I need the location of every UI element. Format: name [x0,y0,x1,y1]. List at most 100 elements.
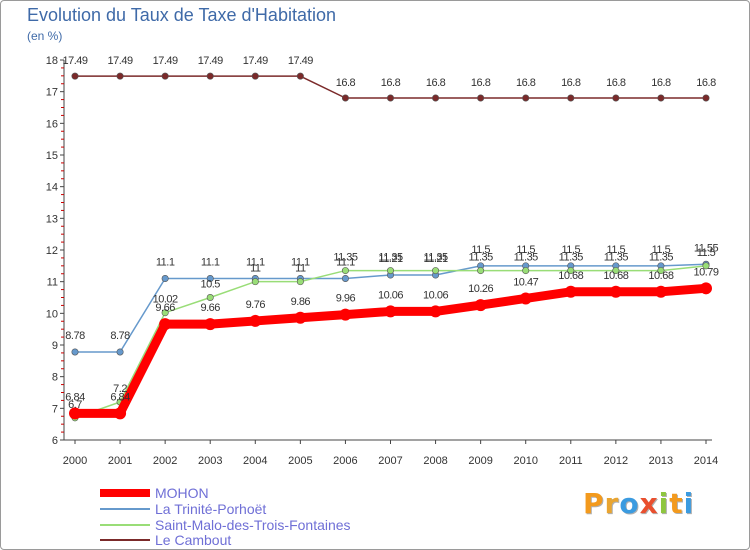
data-label-la-trinite-porhoet: 11.1 [156,257,175,269]
data-label-saint-malo-des-trois-fontaines: 11 [295,263,306,275]
legend-label: Le Cambout [155,532,232,548]
data-point-la-trinite-porhoet [161,274,169,282]
data-label-la-trinite-porhoet: 11.1 [291,257,310,269]
data-point-le-cambout [567,94,575,102]
data-label-le-cambout: 17.49 [153,55,178,67]
data-point-le-cambout [702,94,710,102]
data-point-la-trinite-porhoet [116,348,124,356]
data-label-le-cambout: 16.8 [696,77,716,89]
data-label-saint-malo-des-trois-fontaines: 11.35 [649,252,674,264]
data-label-saint-malo-des-trois-fontaines: 10.02 [153,294,178,306]
y-tick-label: 14 [46,182,58,194]
data-point-le-cambout [657,94,665,102]
data-label-le-cambout: 17.49 [243,55,268,67]
data-label-mohon: 9.66 [201,302,221,314]
data-label-mohon: 10.79 [693,266,718,278]
data-point-le-cambout [432,94,440,102]
data-label-mohon: 10.47 [513,276,538,288]
y-tick-label: 7 [52,403,58,415]
legend-item-le-cambout: Le Cambout [100,532,231,548]
data-point-mohon [384,305,397,318]
x-tick-label: 2008 [423,455,447,467]
data-point-le-cambout [116,72,124,80]
data-label-la-trinite-porhoet: 11.21 [423,253,448,265]
y-tick-label: 16 [46,118,58,130]
data-label-saint-malo-des-trois-fontaines: 6.7 [68,399,82,411]
data-label-le-cambout: 16.8 [426,77,446,89]
data-label-la-trinite-porhoet: 11.5 [607,244,626,256]
x-tick-label: 2003 [198,455,222,467]
data-point-saint-malo-des-trois-fontaines [657,267,665,275]
x-tick-label: 2012 [604,455,628,467]
data-point-la-trinite-porhoet [71,348,79,356]
legend-label: La Trinité-Porhoët [155,501,267,517]
data-label-mohon: 6.84 [65,391,85,403]
data-label-mohon: 10.68 [603,270,628,282]
data-labels: 17.49 17.49 17.49 17.49 17.49 17.49 16.8 16.8 16… [62,55,719,411]
x-tick-label: 2005 [288,455,312,467]
data-point-saint-malo-des-trois-fontaines [386,267,394,275]
data-point-saint-malo-des-trois-fontaines [702,262,710,270]
data-label-la-trinite-porhoet: 11.5 [516,244,535,256]
y-tick-label: 18 [46,55,58,67]
proxiti-logo: Proxiti [583,487,695,520]
x-tick-label: 2013 [649,455,673,467]
data-label-la-trinite-porhoet: 11.1 [246,257,265,269]
data-point-saint-malo-des-trois-fontaines [477,267,485,275]
data-point-le-cambout [296,72,304,80]
data-label-la-trinite-porhoet: 11.5 [561,244,580,256]
x-tick-label: 2010 [513,455,537,467]
data-label-la-trinite-porhoet: 8.78 [110,330,130,342]
y-tick-label: 9 [52,340,58,352]
legend-swatch [100,539,150,541]
data-label-le-cambout: 16.8 [606,77,626,89]
data-label-mohon: 9.96 [336,293,356,305]
legend-label: MOHON [155,485,209,501]
data-label-saint-malo-des-trois-fontaines: 11.35 [514,252,539,264]
legend-swatch [100,489,150,497]
y-tick-label: 15 [46,150,58,162]
legend-item-saint-malo-des-trois-fontaines: Saint-Malo-des-Trois-Fontaines [100,517,351,533]
data-label-le-cambout: 17.49 [198,55,223,67]
x-tick-label: 2009 [468,455,492,467]
data-label-mohon: 10.26 [468,283,493,295]
data-label-mohon: 10.68 [558,270,583,282]
x-tick-label: 2000 [63,455,87,467]
data-label-saint-malo-des-trois-fontaines: 11.35 [604,252,629,264]
data-label-la-trinite-porhoet: 11.55 [694,242,719,254]
data-point-mohon [204,318,217,331]
y-tick-label: 13 [46,213,58,225]
data-label-le-cambout: 16.8 [471,77,491,89]
data-label-la-trinite-porhoet: 8.78 [65,330,85,342]
data-label-le-cambout: 17.49 [108,55,133,67]
x-tick-label: 2007 [378,455,402,467]
data-label-saint-malo-des-trois-fontaines: 11.35 [378,252,403,264]
legend-item-la-trinite-porhoet: La Trinité-Porhoët [100,501,266,517]
data-label-saint-malo-des-trois-fontaines: 11.35 [559,252,584,264]
data-point-le-cambout [477,94,485,102]
chart-title: Evolution du Taux de Taxe d'Habitation [27,5,336,25]
data-point-le-cambout [386,94,394,102]
data-label-la-trinite-porhoet: 11.1 [336,257,355,269]
data-point-le-cambout [522,94,530,102]
data-label-le-cambout: 16.8 [651,77,671,89]
data-point-mohon [564,285,577,298]
data-label-le-cambout: 16.8 [381,77,401,89]
data-point-mohon [519,292,532,305]
data-label-le-cambout: 17.49 [62,55,87,67]
y-tick-label: 17 [46,87,58,99]
data-point-le-cambout [341,94,349,102]
y-tick-label: 12 [46,245,58,257]
y-tick-label: 11 [47,277,58,289]
data-point-le-cambout [612,94,620,102]
data-point-saint-malo-des-trois-fontaines [251,278,259,286]
data-label-mohon: 10.06 [423,289,448,301]
data-label-la-trinite-porhoet: 11.5 [652,244,671,256]
data-label-la-trinite-porhoet: 11.5 [471,244,490,256]
data-label-le-cambout: 16.8 [561,77,581,89]
data-label-la-trinite-porhoet: 11.21 [378,253,403,265]
data-label-le-cambout: 17.49 [288,55,313,67]
data-point-mohon [609,285,622,298]
data-point-mohon [700,282,712,295]
